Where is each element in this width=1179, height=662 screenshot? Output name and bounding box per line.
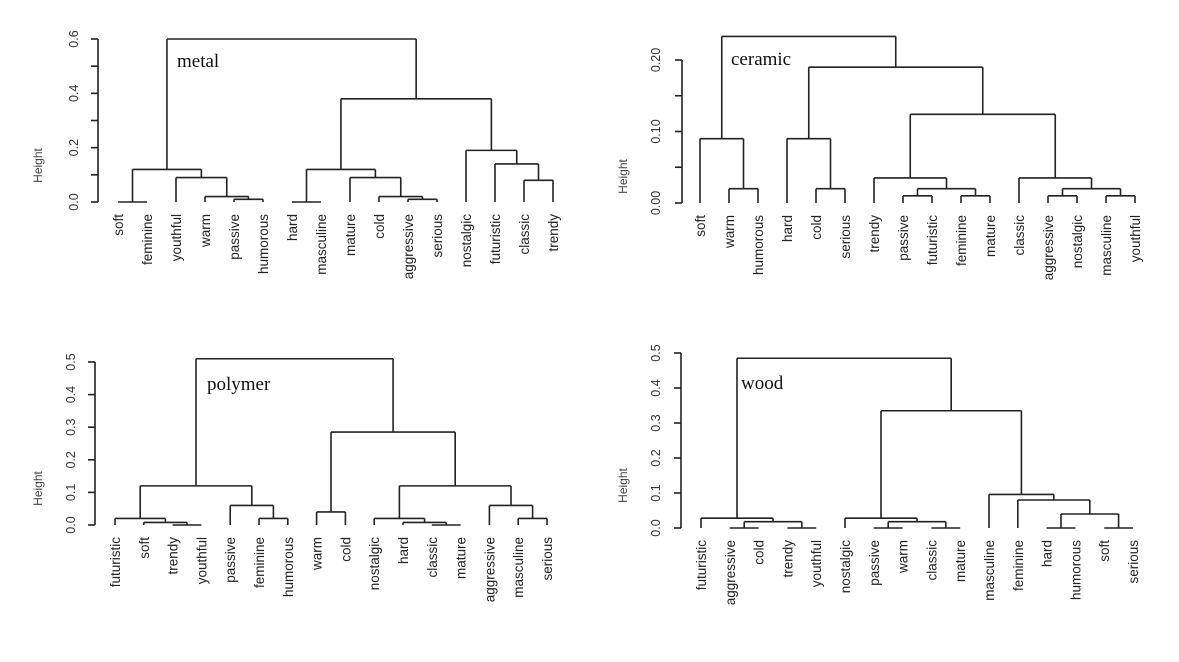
dendrogram-panel-wood: 0.0 0.1 0.2 0.3 0.4 0.5 Height wood futuristic ag… xyxy=(616,344,1141,605)
leaf-label-humorous: humorous xyxy=(256,214,271,274)
leaf-label-futuristic: futuristic xyxy=(108,537,123,588)
y-tick-label: 0.2 xyxy=(649,449,663,466)
leaf-label-futuristic: futuristic xyxy=(925,215,940,266)
leaf-label-passive: passive xyxy=(227,214,242,260)
leaf-label-feminine: feminine xyxy=(252,537,267,588)
leaf-label-serious: serious xyxy=(540,537,555,581)
y-axis-label: Height xyxy=(31,470,45,505)
y-tick-label: 0.5 xyxy=(649,344,663,361)
leaf-label-feminine: feminine xyxy=(954,215,969,266)
y-tick-label: 0.4 xyxy=(649,379,663,396)
leaf-label-feminine: feminine xyxy=(140,214,155,265)
y-tick-label: 0.3 xyxy=(64,418,78,435)
leaf-label-trendy: trendy xyxy=(780,540,795,578)
leaf-label-trendy: trendy xyxy=(166,537,181,575)
y-tick-label: 0.1 xyxy=(649,484,663,501)
y-tick-label: 0.10 xyxy=(649,119,663,143)
leaf-label-classic: classic xyxy=(517,214,532,255)
leaf-label-classic: classic xyxy=(1012,215,1027,256)
leaf-label-humorous: humorous xyxy=(281,537,296,597)
leaf-label-aggressive: aggressive xyxy=(482,537,497,602)
leaf-label-warm: warm xyxy=(722,215,737,249)
y-tick-label: 0.5 xyxy=(64,353,78,370)
leaf-label-soft: soft xyxy=(693,215,708,237)
leaf-label-cold: cold xyxy=(809,215,824,240)
y-tick-label: 0.0 xyxy=(67,193,81,210)
leaf-label-hard: hard xyxy=(396,537,411,564)
leaf-label-soft: soft xyxy=(1097,540,1112,562)
leaf-label-cold: cold xyxy=(752,540,767,565)
dendrogram-panel-metal: 0.0 0.2 0.4 0.6 Height metal soft feminine youth… xyxy=(31,30,561,279)
y-tick-label: 0.20 xyxy=(649,48,663,72)
leaf-label-serious: serious xyxy=(1126,540,1141,584)
leaf-label-warm: warm xyxy=(198,214,213,248)
leaf-label-cold: cold xyxy=(338,537,353,562)
y-tick-label: 0.4 xyxy=(67,85,81,102)
leaf-label-cold: cold xyxy=(372,214,387,239)
leaf-label-trendy: trendy xyxy=(546,214,561,252)
y-tick-label: 0.6 xyxy=(67,30,81,47)
panel-title: metal xyxy=(177,51,219,72)
leaf-label-masculine: masculine xyxy=(314,214,329,275)
panel-title: ceramic xyxy=(731,49,791,70)
leaf-label-hard: hard xyxy=(285,214,300,241)
leaf-label-youthful: youthful xyxy=(169,214,184,261)
y-tick-label: 0.2 xyxy=(67,139,81,156)
leaf-label-soft: soft xyxy=(111,214,126,236)
y-axis-label: Height xyxy=(31,147,45,182)
leaf-label-masculine: masculine xyxy=(982,540,997,601)
leaf-label-warm: warm xyxy=(896,540,911,574)
y-tick-label: 0.00 xyxy=(649,191,663,215)
leaf-label-classic: classic xyxy=(425,537,440,578)
panel-title: polymer xyxy=(207,374,271,395)
leaf-label-nostalgic: nostalgic xyxy=(367,537,382,591)
leaf-label-serious: serious xyxy=(838,215,853,259)
leaf-label-hard: hard xyxy=(1040,540,1055,567)
leaf-label-aggressive: aggressive xyxy=(1041,215,1056,280)
leaf-label-classic: classic xyxy=(924,540,939,581)
leaf-label-nostalgic: nostalgic xyxy=(1070,215,1085,269)
leaf-label-aggressive: aggressive xyxy=(723,540,738,605)
leaf-label-mature: mature xyxy=(953,540,968,582)
dendrogram-panel-polymer: 0.0 0.1 0.2 0.3 0.4 0.5 Height polymer futuristi… xyxy=(31,353,555,602)
y-axis-label: Height xyxy=(616,158,630,193)
leaf-label-passive: passive xyxy=(896,215,911,261)
leaf-label-mature: mature xyxy=(454,537,469,579)
leaf-label-youthful: youthful xyxy=(809,540,824,587)
leaf-label-futuristic: futuristic xyxy=(694,540,709,591)
leaf-label-nostalgic: nostalgic xyxy=(459,214,474,268)
y-tick-label: 0.0 xyxy=(649,519,663,536)
leaf-label-passive: passive xyxy=(223,537,238,583)
leaf-label-humorous: humorous xyxy=(751,215,766,275)
panel-title: wood xyxy=(741,373,784,394)
leaf-label-youthful: youthful xyxy=(194,537,209,584)
leaf-label-feminine: feminine xyxy=(1011,540,1026,591)
leaf-label-hard: hard xyxy=(780,215,795,242)
y-tick-label: 0.3 xyxy=(649,414,663,431)
y-axis-label: Height xyxy=(616,467,630,502)
leaf-label-passive: passive xyxy=(867,540,882,586)
y-tick-label: 0.4 xyxy=(64,386,78,403)
leaf-label-masculine: masculine xyxy=(511,537,526,598)
leaf-label-masculine: masculine xyxy=(1099,215,1114,276)
y-tick-label: 0.2 xyxy=(64,451,78,468)
leaf-label-youthful: youthful xyxy=(1128,215,1143,262)
leaf-label-mature: mature xyxy=(983,215,998,257)
y-tick-label: 0.0 xyxy=(64,516,78,533)
leaf-label-warm: warm xyxy=(310,537,325,571)
leaf-label-serious: serious xyxy=(430,214,445,258)
leaf-label-aggressive: aggressive xyxy=(401,214,416,279)
leaf-label-nostalgic: nostalgic xyxy=(838,540,853,594)
leaf-label-mature: mature xyxy=(343,214,358,256)
dendrogram-panel-ceramic: 0.00 0.10 0.20 Height ceramic soft warm humorou… xyxy=(616,35,1143,280)
leaf-label-soft: soft xyxy=(137,537,152,559)
leaf-label-trendy: trendy xyxy=(867,215,882,253)
leaf-label-humorous: humorous xyxy=(1068,540,1083,600)
leaf-label-futuristic: futuristic xyxy=(488,214,503,265)
y-tick-label: 0.1 xyxy=(64,484,78,501)
